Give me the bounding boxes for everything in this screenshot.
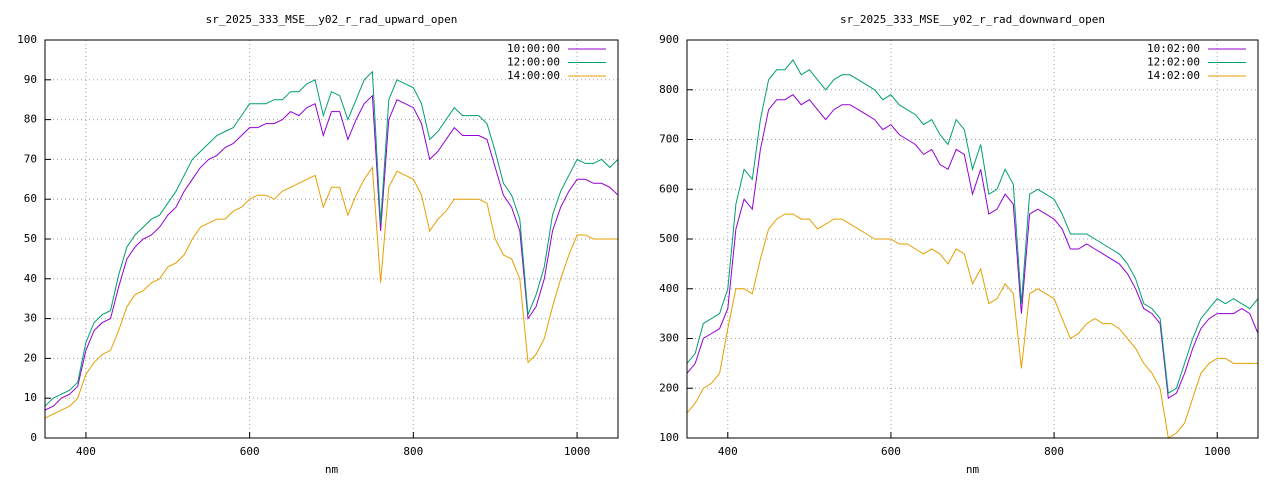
legend-label: 12:00:00	[507, 56, 560, 69]
plot-border	[44, 39, 619, 439]
data-line	[686, 94, 1259, 400]
y-tick-label: 20	[24, 351, 37, 364]
data-line	[686, 59, 1259, 395]
y-tick-label: 500	[659, 232, 679, 245]
y-tick-label: 800	[659, 83, 679, 96]
x-tick-label: 1000	[1204, 445, 1231, 458]
data-line	[44, 94, 619, 411]
legend-label: 14:00:00	[507, 69, 560, 82]
x-tick-label: 400	[76, 445, 96, 458]
chart-title: sr_2025_333_MSE__y02_r_rad_upward_open	[206, 13, 458, 26]
y-tick-label: 70	[24, 152, 37, 165]
y-tick-label: 100	[17, 33, 37, 46]
y-tick-label: 900	[659, 33, 679, 46]
y-tick-label: 100	[659, 431, 679, 444]
plot-border	[686, 39, 1259, 439]
x-tick-label: 600	[240, 445, 260, 458]
y-tick-label: 400	[659, 282, 679, 295]
x-tick-label: 800	[1044, 445, 1064, 458]
legend-label: 14:02:00	[1147, 69, 1200, 82]
x-axis-label: nm	[325, 463, 339, 476]
y-tick-label: 80	[24, 113, 37, 126]
y-tick-label: 700	[659, 133, 679, 146]
data-line	[686, 213, 1258, 439]
data-line	[44, 165, 618, 419]
legend-label: 10:00:00	[507, 42, 560, 55]
y-tick-label: 90	[24, 73, 37, 86]
chart-title: sr_2025_333_MSE__y02_r_rad_downward_open	[840, 13, 1105, 26]
legend-label: 12:02:00	[1147, 56, 1200, 69]
x-axis-label: nm	[966, 463, 980, 476]
x-tick-label: 400	[718, 445, 738, 458]
legend-label: 10:02:00	[1147, 42, 1200, 55]
y-tick-label: 0	[30, 431, 37, 444]
x-tick-label: 1000	[564, 445, 591, 458]
data-line	[44, 70, 619, 407]
y-tick-label: 10	[24, 391, 37, 404]
y-tick-label: 60	[24, 192, 37, 205]
x-tick-label: 800	[403, 445, 423, 458]
y-tick-label: 30	[24, 312, 37, 325]
y-tick-label: 200	[659, 381, 679, 394]
x-tick-label: 600	[881, 445, 901, 458]
y-tick-label: 50	[24, 232, 37, 245]
y-tick-label: 40	[24, 272, 37, 285]
y-tick-label: 600	[659, 182, 679, 195]
y-tick-label: 300	[659, 332, 679, 345]
